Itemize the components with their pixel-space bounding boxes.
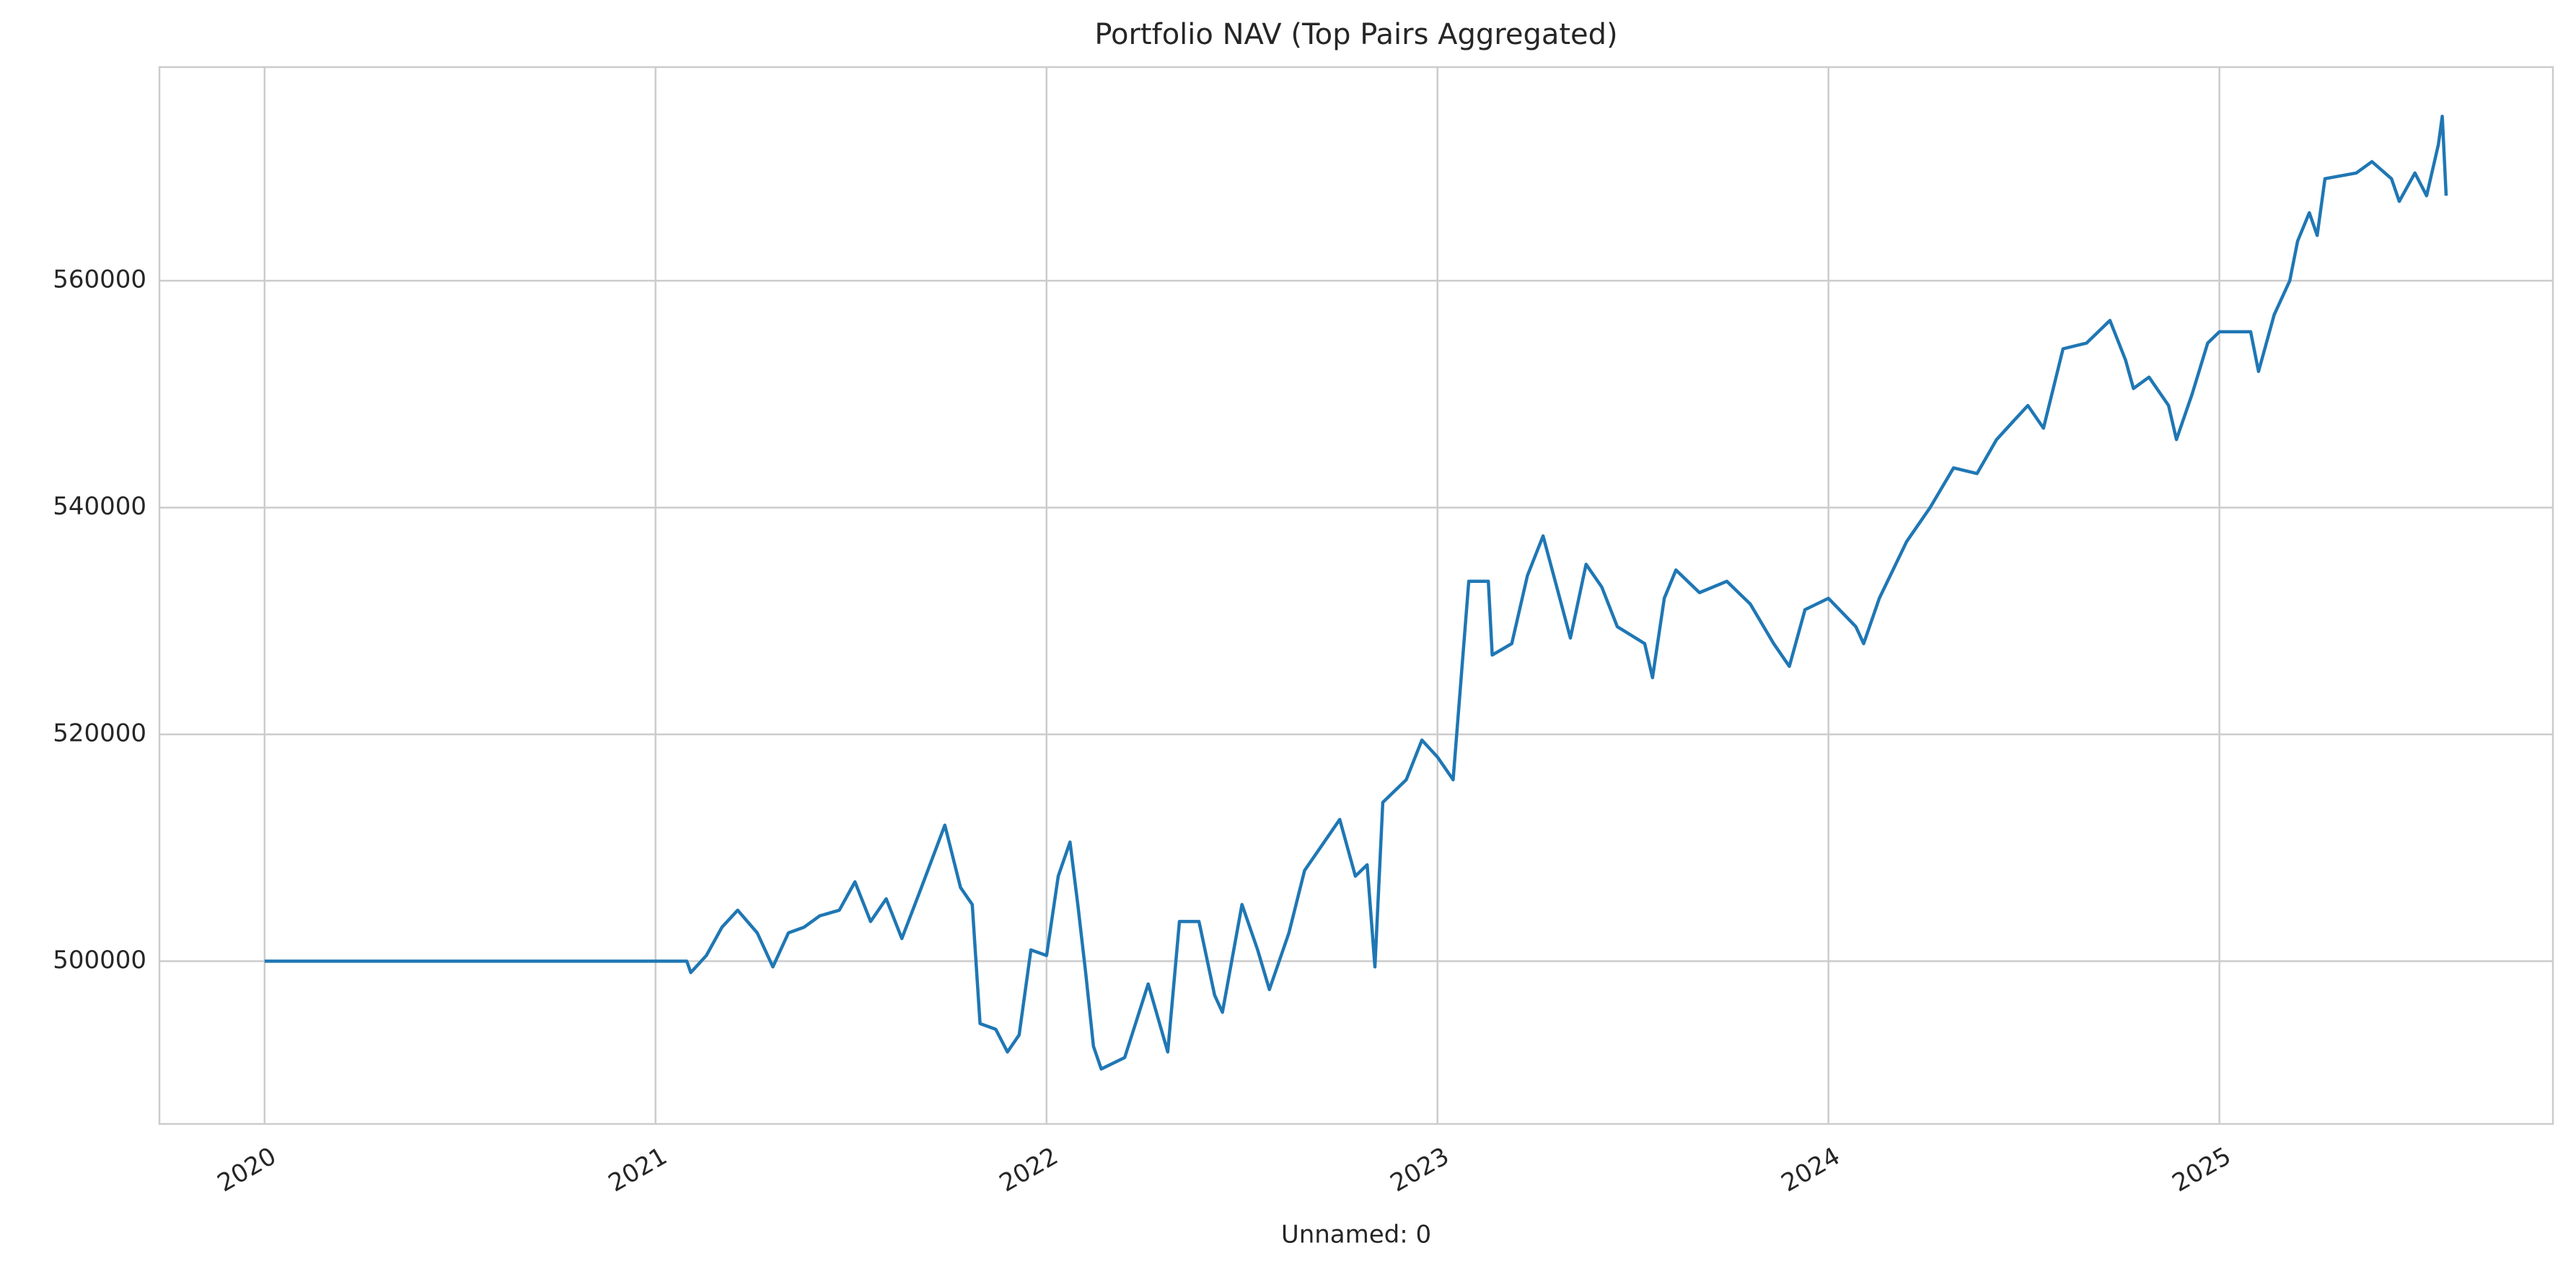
y-tick-label: 540000 bbox=[53, 492, 146, 521]
plot-frame bbox=[158, 66, 2554, 1125]
x-tick-label: 2020 bbox=[213, 1142, 281, 1198]
chart-title: Portfolio NAV (Top Pairs Aggregated) bbox=[1094, 18, 1617, 51]
x-tick-label: 2023 bbox=[1386, 1142, 1454, 1198]
x-tick-label: 2022 bbox=[995, 1142, 1063, 1198]
nav-line bbox=[264, 114, 2448, 1071]
x-tick-label: 2021 bbox=[604, 1142, 672, 1198]
x-tick-label: 2024 bbox=[1777, 1142, 1845, 1198]
y-tick-label: 560000 bbox=[53, 265, 146, 294]
y-tick-label: 500000 bbox=[53, 946, 146, 975]
x-axis-label: Unnamed: 0 bbox=[1281, 1221, 1431, 1249]
y-tick-label: 520000 bbox=[53, 719, 146, 747]
x-tick-label: 2025 bbox=[2168, 1142, 2236, 1198]
